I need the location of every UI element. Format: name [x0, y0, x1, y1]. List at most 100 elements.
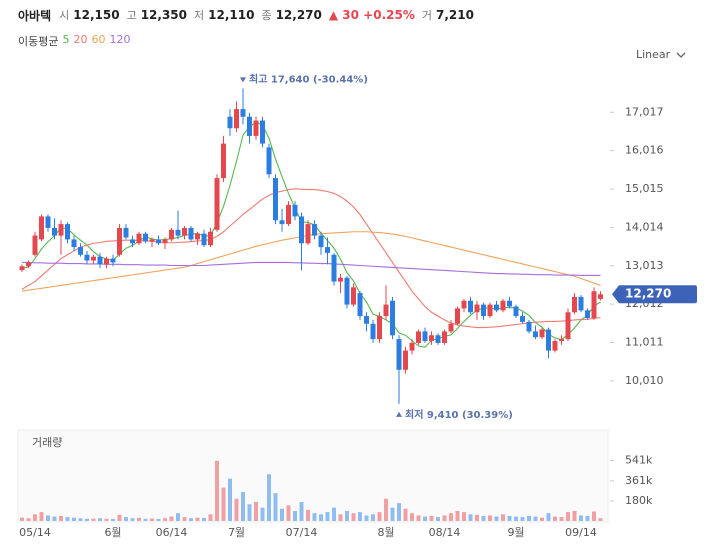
candle-body [364, 316, 369, 324]
candle-body [39, 216, 44, 240]
volume-bar [52, 516, 57, 521]
volume-bar [319, 514, 323, 521]
candle-body [175, 229, 181, 236]
candle-body [136, 233, 142, 244]
candle-body [370, 323, 376, 340]
candle-body [591, 291, 597, 319]
candle-body [474, 304, 480, 313]
candle-body [195, 233, 200, 240]
candle-body [539, 329, 545, 338]
candle-body [305, 224, 311, 244]
candle-body [71, 239, 77, 248]
volume-bar [585, 515, 590, 521]
volume-bar [195, 517, 200, 521]
volume-bar [481, 515, 486, 521]
candle-body [383, 304, 389, 317]
volume-bar [397, 503, 401, 521]
candle-body [45, 216, 51, 228]
volume-bar [39, 512, 44, 521]
candle-body [162, 239, 168, 244]
quote-header: 아바텍 시 12,150 고 12,350 저 12,110 종 12,270 … [18, 5, 477, 25]
y-tick-label: 17,017 [625, 105, 664, 118]
low-value: 12,110 [208, 8, 255, 22]
volume-bar [423, 516, 427, 521]
volume-bar [273, 493, 278, 521]
ma-label: 이동평균 [18, 35, 59, 48]
candle-body [344, 277, 350, 305]
volume-bar [455, 510, 460, 521]
volume-bar [299, 502, 304, 521]
candle-body [123, 227, 129, 238]
candle-body [331, 254, 337, 282]
candle-body [442, 331, 447, 343]
legend-entry: 60 [91, 33, 106, 46]
stock-name: 아바텍 [18, 8, 52, 23]
x-tick-label: 05/14 [19, 526, 51, 539]
volume-bar [117, 514, 122, 521]
volume-bar [384, 498, 388, 521]
candle-body [84, 254, 90, 261]
x-tick-label: 8월 [377, 526, 394, 539]
volume-bar [410, 513, 414, 521]
high-annotation: 최고 17,640 (-30.44%) [249, 72, 368, 85]
candle-body [266, 147, 272, 175]
candle-body [286, 204, 291, 225]
legend-entry: 20 [73, 33, 88, 46]
candle-body [513, 306, 519, 317]
candle-body [279, 220, 285, 225]
candle-body [520, 316, 525, 322]
scale-dropdown[interactable]: Linear [636, 48, 686, 61]
volume-bar [436, 517, 440, 521]
candle-body [26, 262, 31, 267]
volume-bar [579, 515, 583, 521]
volume-bar [247, 504, 252, 521]
volume-bar [338, 514, 343, 521]
candle-body [461, 300, 467, 309]
volume-bar [130, 518, 135, 521]
volume-bar [156, 518, 161, 521]
volume-bar [111, 518, 115, 521]
high-value: 12,350 [140, 8, 187, 22]
candle-body [240, 109, 246, 117]
volume-bar [351, 513, 356, 521]
low-label: 저 [194, 9, 205, 22]
volume-bar [553, 516, 557, 521]
volume-bar [169, 516, 174, 521]
candle-body [598, 294, 603, 299]
candle-body [58, 224, 64, 236]
candle-body [19, 266, 25, 271]
candle-body [149, 239, 155, 242]
volume-tick-label: 361k [625, 474, 653, 487]
volume-bar [442, 515, 447, 521]
volume-bar [46, 515, 50, 521]
y-tick-label: 16,016 [625, 144, 664, 157]
volume-bar [598, 518, 603, 521]
candle-body [234, 109, 239, 129]
candle-body [52, 227, 57, 236]
candle-body [500, 300, 506, 311]
candle-body [78, 247, 83, 255]
candle-body [351, 287, 356, 305]
volume-bar [234, 498, 239, 521]
candle-body [214, 178, 220, 230]
volume-bar [364, 515, 369, 521]
candle-body [552, 341, 558, 351]
candle-body [357, 293, 363, 317]
volume-bar [137, 517, 141, 521]
low-marker [396, 411, 402, 417]
low-annotation: 최저 9,410 (30.39%) [405, 408, 513, 421]
candle-body [292, 204, 298, 217]
x-tick-label: 08/14 [429, 526, 461, 539]
candle-body [396, 339, 402, 370]
volume-bar [566, 512, 570, 521]
high-marker [240, 77, 246, 83]
volume-bar [26, 518, 31, 521]
volume-title: 거래량 [32, 436, 62, 449]
candle-body [390, 300, 395, 336]
volume-bar [85, 518, 89, 521]
y-tick-label: 10,010 [625, 374, 664, 387]
candle-body [507, 300, 512, 307]
volume-bar [215, 460, 219, 521]
x-tick-label: 7월 [228, 526, 245, 539]
volume-bar [306, 509, 310, 521]
